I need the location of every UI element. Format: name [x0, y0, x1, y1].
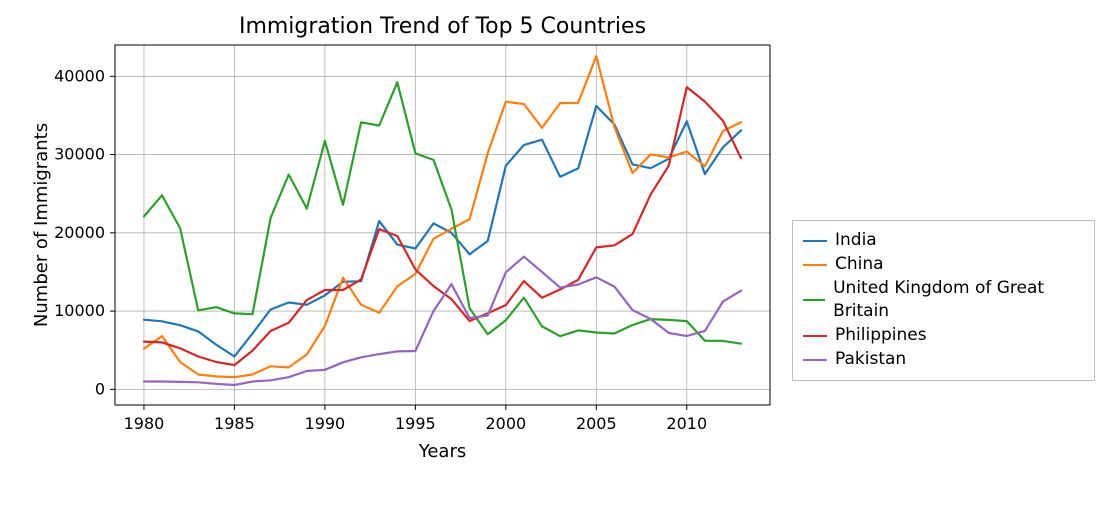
- legend-swatch: [803, 359, 827, 361]
- legend-swatch: [803, 299, 825, 301]
- x-tick-label: 1985: [214, 414, 255, 433]
- legend-item: China: [803, 253, 1084, 277]
- legend-label: Philippines: [835, 324, 927, 348]
- legend-label: India: [835, 229, 877, 253]
- y-tick-label: 20000: [54, 223, 105, 242]
- y-tick-label: 40000: [54, 66, 105, 85]
- x-tick-label: 2010: [666, 414, 707, 433]
- y-axis-label: Number of Immigrants: [31, 123, 52, 327]
- legend-swatch: [803, 240, 827, 242]
- legend-item: India: [803, 229, 1084, 253]
- x-tick-label: 2005: [576, 414, 617, 433]
- chart-container: 1980 1985 1990 1995 2000 2005 2010 0 10000 20000 3…: [20, 10, 1095, 500]
- legend-swatch: [803, 264, 827, 266]
- legend-item: United Kingdom of Great Britain: [803, 277, 1084, 325]
- chart-title: Immigration Trend of Top 5 Countries: [239, 14, 646, 39]
- legend-label: United Kingdom of Great Britain: [833, 277, 1084, 325]
- x-tick-label: 1995: [395, 414, 436, 433]
- y-tick-label: 30000: [54, 145, 105, 164]
- y-tick-label: 0: [95, 379, 105, 398]
- line-chart: 1980 1985 1990 1995 2000 2005 2010 0 10000 20000 3…: [20, 10, 800, 485]
- x-tick-label: 1990: [305, 414, 346, 433]
- legend-label: Pakistan: [835, 348, 906, 372]
- x-tick-label: 2000: [485, 414, 526, 433]
- legend-label: China: [835, 253, 884, 277]
- legend-item: Pakistan: [803, 348, 1084, 372]
- legend-swatch: [803, 335, 827, 337]
- legend-item: Philippines: [803, 324, 1084, 348]
- x-axis-label: Years: [418, 441, 467, 462]
- legend: IndiaChinaUnited Kingdom of Great Britai…: [792, 220, 1095, 381]
- x-tick-label: 1980: [124, 414, 165, 433]
- y-tick-label: 10000: [54, 301, 105, 320]
